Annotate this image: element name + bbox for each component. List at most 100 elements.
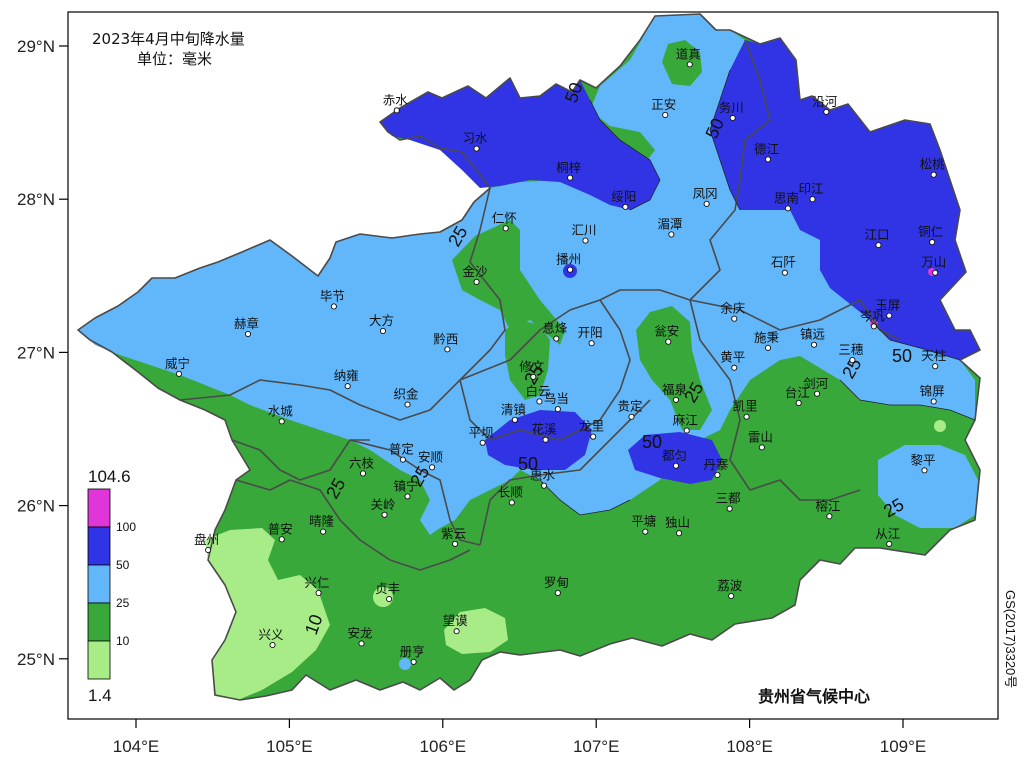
station-8: 德江 (754, 141, 779, 163)
station-40: 麻江 (673, 413, 698, 434)
station-label: 赫章 (234, 316, 259, 331)
station-25: 镇远 (800, 327, 826, 348)
station-label: 镇宁 (394, 478, 419, 493)
station-marker (359, 470, 367, 477)
station-marker (358, 640, 365, 647)
station-label: 施秉 (754, 330, 780, 345)
station-13: 播州 (556, 252, 581, 273)
station-marker (662, 111, 669, 118)
station-marker (536, 398, 543, 405)
precip-zone-50-100-northeast (710, 38, 980, 360)
contour-label: 50 (892, 346, 912, 366)
prefecture-border-qdn (689, 299, 861, 501)
station-label: 普定 (389, 442, 414, 457)
station-marker (731, 315, 738, 322)
station-label: 黔西 (433, 331, 458, 346)
station-27: 天柱 (921, 348, 946, 370)
station-marker (814, 390, 821, 397)
station-label: 黄平 (720, 350, 745, 365)
station-marker (642, 528, 649, 535)
station-label: 镇远 (800, 327, 826, 342)
station-label: 息烽 (542, 321, 568, 336)
station-39: 都匀 (662, 448, 687, 469)
station-28: 黄平 (720, 350, 745, 371)
station-marker (672, 462, 680, 469)
station-label: 龙里 (579, 419, 604, 434)
station-marker (479, 439, 486, 446)
map-unit: 单位：毫米 (137, 50, 212, 68)
station-52: 惠水 (530, 468, 556, 489)
station-0: 赤水 (383, 92, 408, 114)
station-label: 水城 (268, 403, 294, 418)
station-67: 晴隆 (309, 514, 335, 535)
station-label: 凯里 (733, 399, 758, 414)
prefecture-border-zunyi-guiyang (459, 289, 691, 381)
x-tick-label: 106°E (420, 737, 467, 756)
station-marker (703, 200, 710, 207)
station-78: 大方 (369, 313, 394, 335)
map-approval-code: GS(2017)3320号 (1003, 590, 1018, 688)
station-label: 安龙 (347, 625, 372, 640)
legend-swatch-100-max (87, 488, 111, 528)
station-marker (875, 242, 882, 249)
station-label: 安顺 (418, 449, 443, 464)
station-2: 桐梓 (556, 160, 581, 181)
precip-zone-25-50-north (78, 14, 975, 535)
station-19: 万山 (921, 255, 946, 276)
station-label: 荔波 (717, 578, 743, 593)
station-26: 三穗 (838, 342, 864, 364)
station-label: 锦屏 (920, 383, 945, 398)
station-10: 湄潭 (657, 216, 682, 238)
legend-break-10: 10 (116, 634, 130, 648)
precip-zone-10-25-wengan (636, 306, 712, 430)
station-label: 丹寨 (703, 457, 728, 472)
station-marker (764, 344, 772, 351)
station-label: 开阳 (578, 325, 603, 340)
station-marker (511, 416, 518, 423)
precip-zone-10-25-jinsha (452, 220, 565, 345)
station-44: 龙里 (579, 419, 604, 440)
map-title: 2023年4月中旬降水量 (92, 30, 245, 48)
station-marker (622, 203, 629, 210)
station-marker (453, 628, 460, 635)
legend-swatch-50-100 (87, 526, 111, 566)
station-marker (278, 418, 285, 425)
station-45: 开阳 (578, 325, 603, 347)
station-marker (726, 505, 733, 512)
station-label: 松桃 (920, 157, 946, 172)
station-marker (683, 427, 690, 434)
station-61: 册亨 (400, 644, 425, 665)
station-37: 丹寨 (703, 457, 728, 479)
station-marker (929, 239, 936, 246)
station-label: 正安 (651, 97, 676, 112)
precip-zone-50-100-duyun (628, 432, 722, 484)
station-label: 习水 (463, 131, 489, 146)
y-tick-label: 26°N (17, 497, 55, 516)
station-14: 印江 (798, 181, 824, 203)
station-11: 汇川 (571, 223, 596, 244)
station-label: 花溪 (532, 422, 558, 437)
station-marker (278, 536, 285, 543)
station-marker (675, 530, 683, 537)
x-tick-label: 107°E (573, 737, 620, 756)
station-77: 黔西 (433, 331, 458, 353)
station-marker (554, 406, 561, 413)
station-marker (764, 156, 772, 163)
station-marker (508, 499, 515, 506)
station-label: 贵定 (617, 399, 642, 414)
station-marker (823, 108, 830, 115)
station-36: 从江 (875, 526, 900, 547)
station-18: 铜仁 (918, 224, 943, 246)
station-label: 大方 (369, 313, 394, 328)
station-label: 麻江 (673, 413, 698, 428)
station-label: 紫云 (441, 526, 466, 541)
station-marker (758, 444, 765, 451)
station-marker (429, 464, 436, 471)
station-65: 兴义 (259, 627, 284, 649)
station-49: 乌当 (544, 391, 569, 413)
station-marker (205, 546, 212, 554)
legend-break-50: 50 (116, 558, 130, 572)
station-marker (567, 174, 574, 181)
station-16: 松桃 (920, 157, 946, 178)
station-marker (588, 340, 595, 347)
